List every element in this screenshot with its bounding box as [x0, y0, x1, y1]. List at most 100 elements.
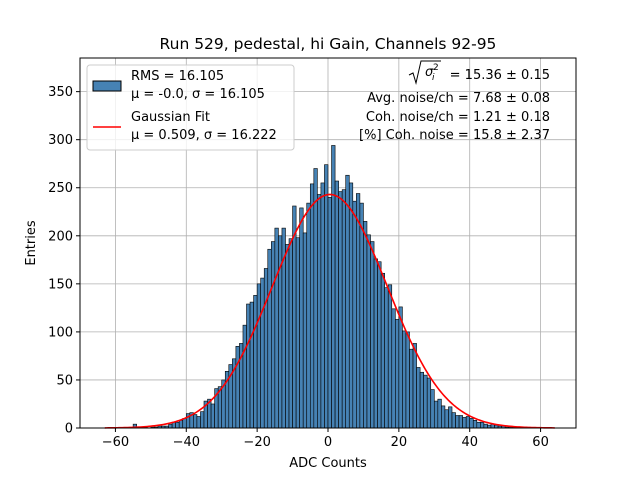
histogram-bar [423, 374, 428, 429]
legend-histogram-label: RMS = 16.105 [131, 69, 224, 84]
histogram-bar [433, 400, 439, 429]
histogram-bar [196, 416, 201, 429]
histogram-bar [320, 182, 325, 429]
histogram-bar [324, 164, 329, 429]
x-tick-label: −40 [173, 435, 200, 450]
histogram-bar [465, 416, 471, 429]
x-axis-label: ADC Counts [289, 456, 367, 471]
histogram-bar [398, 306, 403, 429]
x-tick-label: −60 [102, 435, 129, 450]
y-tick-label: 350 [48, 85, 73, 100]
y-tick-label: 200 [48, 229, 73, 244]
histogram-bar [395, 319, 400, 429]
pct-coh-noise-text: [%] Coh. noise = 15.8 ± 2.37 [359, 128, 550, 143]
histogram-bar [363, 221, 368, 429]
y-tick-label: 150 [48, 277, 73, 292]
y-tick-label: 50 [56, 373, 73, 388]
legend: RMS = 16.105 μ = -0.0, σ = 16.105 Gaussi… [86, 64, 295, 151]
histogram-bar [263, 268, 269, 429]
svg-text:i: i [432, 73, 435, 83]
histogram-bar [387, 284, 393, 429]
y-tick-label: 250 [48, 181, 73, 196]
histogram-bar [246, 303, 251, 429]
histogram-bar [260, 277, 265, 429]
legend-fit-label: Gaussian Fit [131, 110, 210, 125]
histogram-bar [455, 415, 460, 429]
histogram-bar [356, 193, 361, 429]
avg-noise-text: Avg. noise/ch = 7.68 ± 0.08 [367, 91, 550, 106]
histogram-bar [409, 348, 414, 429]
histogram-bar [256, 283, 261, 429]
x-axis-ticks: −60 −40 −20 0 20 40 60 [102, 428, 549, 450]
y-axis-label: Entries [24, 220, 39, 266]
histogram-bar [359, 202, 364, 429]
histogram-bar [235, 346, 240, 429]
histogram-bar [451, 412, 456, 429]
histogram-bar [309, 183, 315, 429]
legend-histogram-stats: μ = -0.0, σ = 16.105 [131, 87, 265, 102]
histogram-bar [405, 331, 410, 429]
histogram-bar [274, 227, 279, 429]
histogram-bar [430, 389, 435, 429]
histogram-bar [462, 417, 467, 429]
histogram-bar [391, 308, 396, 429]
histogram-bar [458, 415, 463, 429]
histogram-bar [313, 168, 318, 429]
histogram-bar [302, 232, 308, 429]
statistics-annotations: σ 2 i = 15.36 ± 0.15 Avg. noise/ch = 7.6… [359, 60, 550, 143]
histogram-bar [341, 189, 347, 429]
svg-text:σ: σ [425, 65, 434, 80]
legend-fit-stats: μ = 0.509, σ = 16.222 [131, 128, 277, 143]
histogram-bar [444, 409, 449, 429]
histogram-bar [331, 145, 336, 429]
histogram-bar [380, 272, 385, 429]
x-tick-label: 20 [391, 435, 408, 450]
svg-text:2: 2 [433, 63, 439, 73]
histogram-bar [267, 248, 272, 429]
histogram-bar [412, 343, 417, 429]
histogram-bar [285, 244, 290, 429]
histogram-bar [476, 421, 481, 429]
histogram-bar [448, 406, 453, 429]
chart-title: Run 529, pedestal, hi Gain, Channels 92-… [160, 35, 497, 53]
coh-noise-text: Coh. noise/ch = 1.21 ± 0.18 [366, 110, 550, 125]
histogram-bar [168, 423, 173, 429]
histogram-bar [299, 207, 304, 429]
histogram-bar [370, 241, 375, 429]
histogram-bar [437, 398, 442, 429]
histogram-bar [200, 411, 205, 429]
legend-histogram-swatch [92, 80, 122, 92]
histogram-bar [377, 261, 382, 429]
histogram-bar [384, 287, 389, 429]
histogram-bar [469, 418, 474, 429]
histogram-bar [178, 420, 184, 429]
sigma-value: = 15.36 ± 0.15 [450, 68, 550, 83]
sigma-symbol: σ 2 i [408, 60, 441, 85]
histogram-bar [249, 301, 254, 429]
histogram-bar [483, 423, 488, 429]
histogram-bar [352, 200, 357, 429]
histogram-bar [402, 330, 407, 429]
legend-box [86, 64, 295, 151]
histogram-bar [366, 234, 371, 429]
gaussian-fit [104, 193, 555, 429]
histogram-bar [253, 295, 258, 429]
histogram-bar [334, 180, 339, 429]
histogram-bar [175, 421, 180, 429]
histogram-bar [242, 324, 247, 429]
histogram-bar [288, 238, 293, 429]
histogram-bar [426, 377, 432, 429]
y-tick-label: 300 [48, 133, 73, 148]
histogram-bar [306, 202, 311, 429]
histogram-bar [348, 182, 354, 429]
y-tick-label: 0 [65, 422, 73, 437]
histogram-bar [416, 367, 421, 429]
histogram-bar [441, 405, 446, 429]
histogram-bar [317, 194, 322, 429]
histogram-bar [271, 241, 276, 429]
gaussian-fit-line [104, 193, 555, 429]
x-tick-label: 60 [532, 435, 549, 450]
x-tick-label: −20 [243, 435, 270, 450]
histogram-bar [419, 371, 424, 429]
